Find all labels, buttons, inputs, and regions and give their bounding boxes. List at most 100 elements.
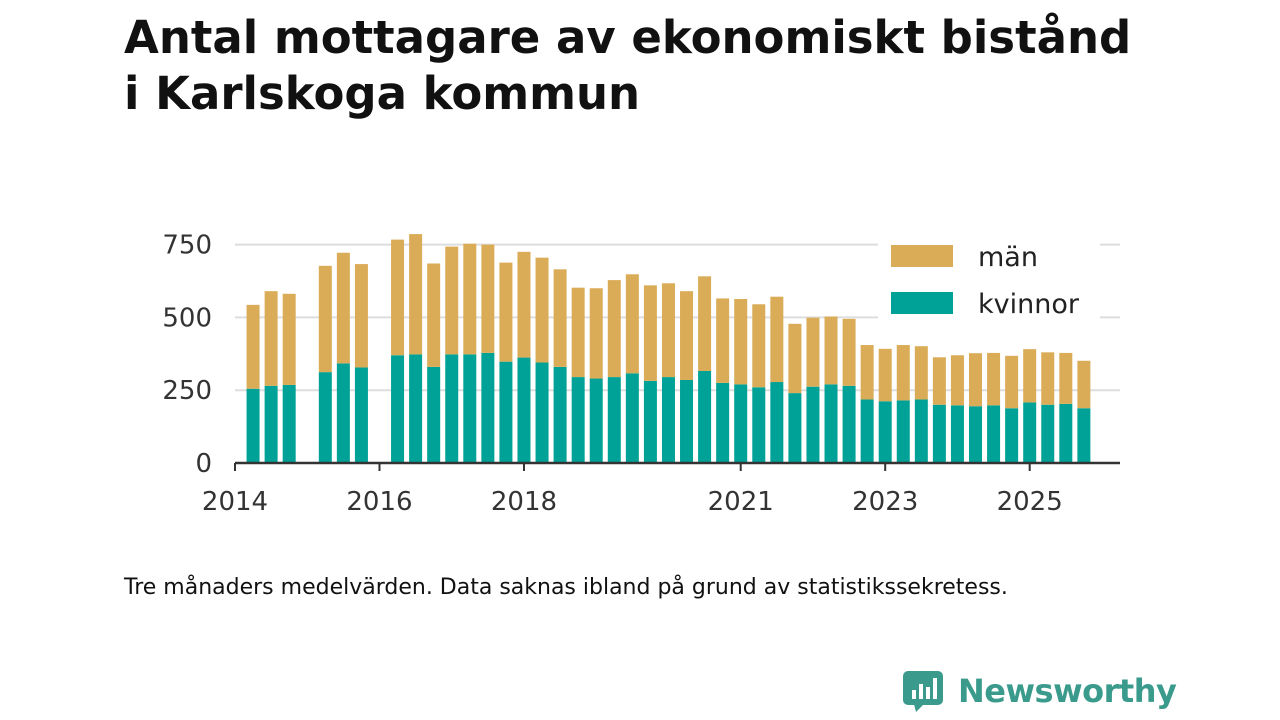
bar-kvinnor (643, 380, 657, 463)
bar-kvinnor (1041, 404, 1055, 463)
legend-label: kvinnor (978, 289, 1080, 320)
x-tick-label: 2025 (997, 487, 1063, 517)
bar-man (571, 287, 585, 378)
bar-man (643, 285, 657, 381)
bar-kvinnor (698, 370, 712, 463)
bar-man (734, 299, 748, 385)
bar-kvinnor (463, 354, 477, 463)
x-tick-label: 2021 (708, 487, 774, 517)
bar-kvinnor (987, 405, 1001, 463)
y-tick-label: 250 (162, 376, 212, 406)
bar-man (1077, 360, 1091, 409)
chart-footnote: Tre månaders medelvärden. Data saknas ib… (124, 575, 1008, 600)
bar-kvinnor (553, 366, 567, 463)
bar-kvinnor (282, 384, 296, 463)
bar-man (553, 269, 567, 367)
bar-kvinnor (625, 373, 639, 463)
bar-kvinnor (354, 367, 368, 463)
bar-kvinnor (318, 372, 332, 463)
bar-man (427, 263, 441, 367)
bar-man (770, 296, 784, 383)
y-tick-label: 0 (195, 449, 212, 479)
bar-kvinnor (499, 361, 513, 463)
bar-man (950, 355, 964, 406)
chart-title-line-2: i Karlskoga kommun (124, 67, 641, 120)
x-tick-label: 2016 (346, 487, 412, 517)
bar-kvinnor (770, 382, 784, 463)
x-tick-label: 2014 (202, 487, 268, 517)
bar-kvinnor (680, 379, 694, 463)
bar-man (896, 345, 910, 401)
bar-man (661, 283, 675, 378)
bar-man (716, 298, 730, 383)
bar-kvinnor (842, 385, 856, 463)
bar-man (1041, 352, 1055, 405)
bar-kvinnor (246, 388, 260, 463)
bar-kvinnor (409, 354, 423, 463)
chart-title: Antal mottagare av ekonomiskt bistånd i … (124, 10, 1184, 122)
bar-man (698, 276, 712, 371)
bar-kvinnor (427, 366, 441, 463)
bar-kvinnor (932, 404, 946, 463)
bar-man (806, 317, 820, 387)
brand-name: Newsworthy (958, 672, 1177, 710)
bar-man (589, 288, 603, 379)
bar-man (1023, 349, 1037, 403)
bar-man (463, 243, 477, 355)
bar-man (680, 291, 694, 380)
bar-man (481, 244, 495, 353)
bar-kvinnor (517, 357, 531, 463)
newsworthy-logo-icon (903, 671, 943, 712)
bar-kvinnor (589, 378, 603, 463)
bar-kvinnor (1023, 402, 1037, 463)
bar-kvinnor (1005, 408, 1019, 463)
bar-kvinnor (914, 399, 928, 463)
bar-kvinnor (336, 363, 350, 463)
bar-man (336, 252, 350, 364)
bar-man (824, 316, 838, 385)
bar-man (860, 345, 874, 400)
chart-title-line-1: Antal mottagare av ekonomiskt bistånd (124, 11, 1132, 64)
x-tick-label: 2018 (491, 487, 557, 517)
bar-man (625, 274, 639, 374)
brand-logo[interactable]: Newsworthy (902, 670, 1177, 712)
stacked-bar-chart: 0 250 500 750 2014 2016 2018 2021 2023 2025 män kvi… (162, 231, 1120, 517)
bar-man (878, 348, 892, 402)
bar-kvinnor (752, 387, 766, 463)
y-tick-label: 500 (162, 303, 212, 333)
bar-man (842, 318, 856, 386)
bar-kvinnor (445, 354, 459, 463)
bar-man (282, 293, 296, 385)
bar-kvinnor (950, 405, 964, 463)
bar-kvinnor (734, 384, 748, 463)
bar-kvinnor (264, 385, 278, 463)
bar-man (318, 265, 332, 373)
bar-man (607, 280, 621, 378)
bar-kvinnor (824, 384, 838, 463)
bar-man (391, 239, 405, 356)
bar-kvinnor (860, 399, 874, 463)
legend-swatch (891, 292, 953, 314)
bar-kvinnor (788, 393, 802, 463)
bar-man (535, 257, 549, 363)
bar-kvinnor (806, 386, 820, 463)
bar-kvinnor (535, 362, 549, 463)
bar-man (409, 234, 423, 355)
y-tick-label: 750 (162, 231, 212, 261)
bar-kvinnor (607, 377, 621, 463)
bar-man (445, 246, 459, 355)
bar-man (354, 264, 368, 368)
bar-man (969, 353, 983, 407)
bar-man (788, 323, 802, 394)
bar-man (499, 262, 513, 362)
bar-man (1005, 355, 1019, 409)
bar-kvinnor (481, 352, 495, 463)
bar-man (914, 346, 928, 400)
bar-man (517, 251, 531, 358)
bar-man (264, 291, 278, 386)
bar-man (987, 352, 1001, 406)
x-tick-label: 2023 (852, 487, 918, 517)
bar-man (932, 357, 946, 405)
bar-kvinnor (878, 401, 892, 463)
bar-kvinnor (1059, 403, 1073, 463)
